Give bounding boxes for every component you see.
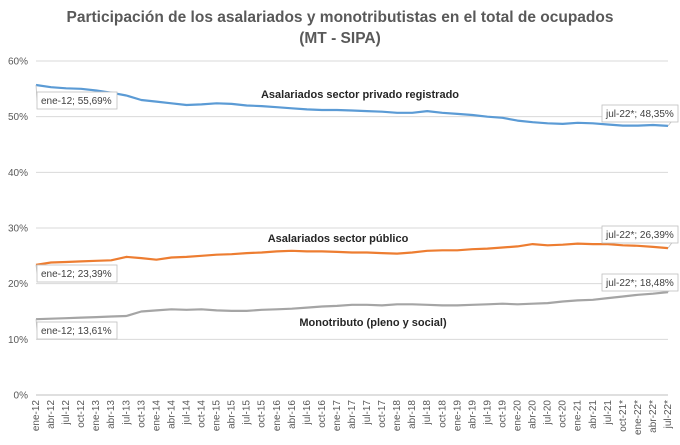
y-tick-label: 20%: [8, 279, 28, 290]
x-tick-label: oct-16: [317, 400, 328, 428]
series-label-publico: Asalariados sector público: [268, 233, 409, 245]
start-label-privado: ene-12; 55,69%: [41, 96, 112, 107]
x-tick-label: ene-13: [91, 400, 102, 432]
series-line-privado: [35, 83, 669, 127]
x-tick-label: jul-22*: [663, 400, 674, 429]
x-tick-label: ene-15: [212, 400, 223, 432]
y-tick-label: 60%: [8, 57, 28, 68]
x-tick-label: ene-21: [573, 400, 584, 432]
x-tick-label: jul-17: [362, 400, 373, 426]
x-tick-label: jul-21: [603, 400, 614, 426]
x-tick-label: abr-12: [46, 400, 57, 429]
end-label-privado-box: [601, 104, 679, 123]
x-tick-label: jul-15: [242, 400, 253, 426]
x-tick-label: ene-16: [272, 400, 283, 432]
y-tick-label: 0%: [14, 391, 29, 402]
end-label-monotributo: jul-22*; 18,48%: [605, 278, 674, 289]
x-tick-label: jul-12: [61, 400, 72, 426]
x-tick-label: oct-19: [497, 400, 508, 428]
start-label-privado-box: [36, 91, 118, 110]
chart-title: Participación de los asalariados y monot…: [66, 9, 614, 26]
start-label-monotributo: ene-12; 13,61%: [41, 326, 112, 337]
x-tick-label: oct-15: [257, 400, 268, 428]
x-tick-label: abr-22*: [648, 400, 659, 433]
x-tick-label: ene-12: [31, 400, 42, 432]
x-tick-label: oct-17: [377, 400, 388, 428]
x-tick-label: oct-18: [437, 400, 448, 428]
x-tick-label: ene-18: [392, 400, 403, 432]
series-line-publico: [35, 242, 669, 266]
chart-subtitle: (MT - SIPA): [299, 30, 381, 47]
series-label-monotributo: Monotributo (pleno y social): [299, 317, 447, 329]
x-tick-label: ene-22*: [633, 400, 644, 435]
x-tick-label: abr-16: [287, 400, 298, 429]
end-label-monotributo-box: [601, 273, 679, 292]
x-tick-label: abr-20: [528, 400, 539, 429]
end-label-publico-box: [601, 225, 679, 244]
y-tick-label: 40%: [8, 168, 28, 179]
start-label-publico: ene-12; 23,39%: [41, 269, 112, 280]
x-tick-label: jul-19: [482, 400, 493, 426]
start-label-publico-box: [36, 264, 118, 283]
x-tick-label: jul-13: [121, 400, 132, 426]
x-tick-label: abr-18: [407, 400, 418, 429]
end-label-publico: jul-22*; 26,39%: [605, 230, 674, 241]
x-tick-label: abr-19: [467, 400, 478, 429]
x-tick-label: ene-20: [513, 400, 524, 432]
x-tick-label: oct-13: [136, 400, 147, 428]
y-tick-label: 10%: [8, 335, 28, 346]
x-tick-label: oct-21*: [618, 400, 629, 432]
x-tick-label: jul-18: [422, 400, 433, 426]
x-tick-label: jul-14: [181, 400, 192, 426]
x-tick-label: oct-20: [558, 400, 569, 428]
x-tick-label: abr-21: [588, 400, 599, 429]
x-tick-label: ene-17: [332, 400, 343, 432]
x-tick-label: abr-14: [166, 400, 177, 429]
x-tick-label: abr-13: [106, 400, 117, 429]
y-tick-label: 50%: [8, 112, 28, 123]
x-tick-label: ene-19: [452, 400, 463, 432]
end-label-privado: jul-22*; 48,35%: [605, 109, 674, 120]
x-tick-label: jul-20: [543, 400, 554, 426]
series-label-privado: Asalariados sector privado registrado: [261, 89, 459, 101]
x-tick-label: abr-17: [347, 400, 358, 429]
y-tick-label: 30%: [8, 224, 28, 235]
start-label-monotributo-box: [36, 321, 118, 340]
x-tick-label: oct-12: [76, 400, 87, 428]
x-tick-label: oct-14: [197, 400, 208, 428]
series-line-monotributo: [35, 291, 669, 321]
x-tick-label: jul-16: [302, 400, 313, 426]
x-tick-label: ene-14: [151, 400, 162, 432]
x-tick-label: abr-15: [227, 400, 238, 429]
